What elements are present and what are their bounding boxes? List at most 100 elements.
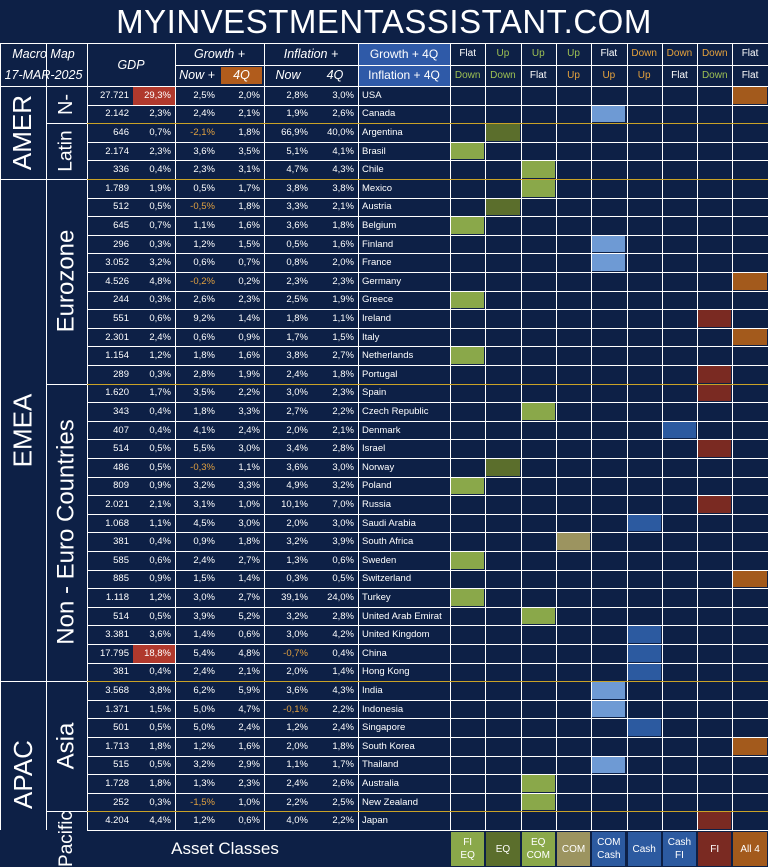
inflation-4q: 2,3% <box>332 275 354 287</box>
asset-class-top: COM <box>561 843 586 855</box>
grid-line <box>46 123 87 124</box>
scenario-signal <box>698 440 732 457</box>
gdp-value: 1.154 <box>105 350 129 362</box>
grid-line <box>87 439 768 440</box>
scenario-signal <box>592 254 626 271</box>
gdp-value: 512 <box>113 201 129 213</box>
inflation-4q: 2,2% <box>332 405 354 417</box>
scenario-1-inflation: Down <box>490 69 516 81</box>
scenario-3-growth: Up <box>567 48 580 60</box>
scenario-signal <box>627 719 661 736</box>
asset-class-3: COM <box>556 832 591 866</box>
growth-4q: 2,4% <box>238 722 260 734</box>
grid-line <box>87 216 768 217</box>
country-name: South Korea <box>362 740 415 752</box>
asset-class-top: All 4 <box>740 843 760 855</box>
grid-line <box>175 43 176 830</box>
inflation-now: 10,1% <box>281 498 308 510</box>
gdp-value: 645 <box>113 219 129 231</box>
gdp-share: 0,5% <box>149 759 171 771</box>
grid-line <box>626 43 628 830</box>
growth-now: 2,5% <box>193 89 215 101</box>
grid-line <box>485 43 487 830</box>
inflation-4q: 1,1% <box>332 312 354 324</box>
country-name: Argentina <box>362 126 403 138</box>
scenario-3-inflation: Up <box>567 69 580 81</box>
inflation-4q: 2,2% <box>332 815 354 827</box>
grid-line <box>264 43 265 830</box>
gdp-share: 0,5% <box>149 443 171 455</box>
inflation-4q: 3,0% <box>332 517 354 529</box>
gdp-value: 501 <box>113 722 129 734</box>
scenario-signal <box>486 124 520 141</box>
growth-4q: 1,6% <box>238 350 260 362</box>
grid-line <box>450 43 451 830</box>
inflation-4q: 4,1% <box>332 145 354 157</box>
gdp-share: 0,6% <box>149 312 171 324</box>
growth-4q: 3,1% <box>238 164 260 176</box>
asset-class-2: EQ COM <box>521 832 555 866</box>
growth-now: 5,0% <box>193 703 215 715</box>
inflation-now: 0,3% <box>286 573 308 585</box>
growth-now: 3,9% <box>193 610 215 622</box>
growth-4q: 2,7% <box>238 554 260 566</box>
asset-class-5: Cash <box>627 832 661 866</box>
asset-class-1: EQ <box>486 832 520 866</box>
inflation-4q: 40,0% <box>327 126 354 138</box>
subregion-label: Latin <box>46 123 87 179</box>
gdp-value: 4.204 <box>105 815 129 827</box>
scenario-signal <box>486 459 520 476</box>
gdp-share: 0,4% <box>149 405 171 417</box>
region-label: EMEA <box>0 179 46 681</box>
grid-line <box>87 551 768 552</box>
inflation-now: 2,0% <box>286 740 308 752</box>
grid-line <box>87 532 768 533</box>
grid-line <box>0 43 1 830</box>
subregion-name: Latin <box>55 130 77 172</box>
grid-line <box>87 328 768 329</box>
scenario-0-growth: Flat <box>459 48 476 60</box>
scenario-signal <box>698 496 732 513</box>
inflation-4q: 2,8% <box>332 610 354 622</box>
grid-line <box>87 198 768 199</box>
grid-line <box>87 737 768 738</box>
gdp-share: 3,2% <box>149 257 171 269</box>
subregion-label: N- <box>46 86 87 123</box>
header-inflation-plus: Inflation + <box>283 46 339 61</box>
grid-line <box>87 346 768 347</box>
grid-line <box>87 774 768 775</box>
growth-4q: 1,8% <box>238 126 260 138</box>
country-name: Mexico <box>362 182 393 194</box>
grid-line <box>0 179 87 180</box>
scenario-signal <box>733 87 767 104</box>
inflation-now: 2,0% <box>286 424 308 436</box>
growth-now: 2,4% <box>193 108 215 120</box>
gdp-value: 1.728 <box>105 777 129 789</box>
growth-4q: 0,9% <box>238 331 260 343</box>
country-name: Spain <box>362 387 387 399</box>
inflation-4q: 1,5% <box>332 331 354 343</box>
growth-4q: 2,1% <box>238 666 260 678</box>
country-name: USA <box>362 89 382 101</box>
inflation-now: 4,9% <box>286 480 308 492</box>
grid-line <box>46 43 47 830</box>
country-name: Israel <box>362 443 386 455</box>
country-name: Japan <box>362 815 388 827</box>
inflation-now: 2,7% <box>286 405 308 417</box>
country-name: Australia <box>362 777 399 789</box>
grid-line <box>87 365 768 366</box>
inflation-now: 3,8% <box>286 182 308 194</box>
growth-now: 2,4% <box>193 554 215 566</box>
grid-line <box>732 43 734 830</box>
inflation-4q: 1,6% <box>332 238 354 250</box>
gdp-share: 0,3% <box>149 368 171 380</box>
scenario-5-growth: Down <box>631 48 657 60</box>
inflation-4q: 2,6% <box>332 777 354 789</box>
gdp-value: 514 <box>113 610 129 622</box>
region-name: EMEA <box>7 393 38 467</box>
gdp-share: 3,6% <box>149 629 171 641</box>
inflation-4q: 1,9% <box>332 294 354 306</box>
growth-4q: 2,9% <box>238 759 260 771</box>
gdp-value: 27.721 <box>99 89 129 101</box>
growth-now: 5,4% <box>193 647 215 659</box>
